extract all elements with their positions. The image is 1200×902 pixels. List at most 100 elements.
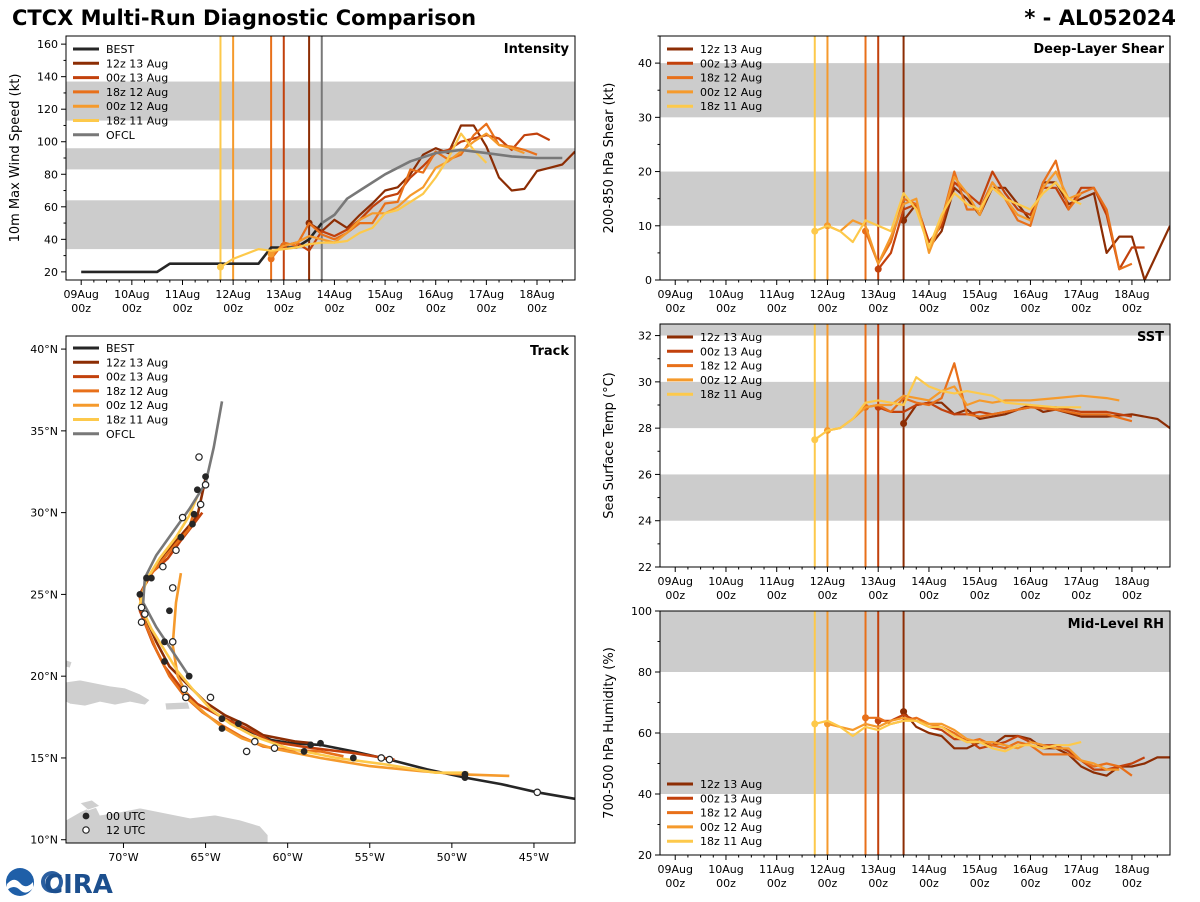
track-marker-12utc: [201, 481, 210, 489]
track-line-00z-12-aug: [171, 572, 510, 778]
panel-rh: 2040608010009Aug00z10Aug00z11Aug00z12Aug…: [602, 605, 1171, 890]
rh-series-line-18z-11-aug: [814, 719, 1082, 753]
intensity-xtick-sublabel: 00z: [223, 302, 243, 315]
track-xtick-label: 60°W: [272, 851, 302, 864]
track-marker-00utc: [143, 574, 150, 582]
rh-legend-label-12z-13-aug: 12z 13 Aug: [700, 778, 762, 791]
sst-ytick-label: 28: [638, 422, 652, 435]
sst-ytick-label: 22: [638, 561, 652, 574]
intensity-xtick-label: 12Aug: [215, 288, 250, 301]
intensity-xtick-label: 09Aug: [63, 288, 98, 301]
track-ytick-label: 10°N: [30, 834, 58, 847]
sst-xtick-label: 17Aug: [1063, 575, 1098, 588]
track-marker-12utc: [533, 788, 542, 797]
rh-xtick-sublabel: 00z: [868, 877, 888, 890]
rh-plot-area: [660, 611, 1170, 855]
track-marker-12utc: [137, 603, 146, 612]
sst-xtick-sublabel: 00z: [1122, 589, 1142, 602]
intensity-legend-label-18z-11-aug: 18z 11 Aug: [106, 115, 168, 128]
track-marker-00utc: [161, 638, 168, 646]
intensity-ytick-label: 100: [37, 136, 58, 149]
shear-xtick-label: 09Aug: [657, 288, 692, 301]
rh-xtick-label: 18Aug: [1114, 863, 1149, 876]
track-marker-00utc: [177, 533, 185, 541]
sst-xtick-sublabel: 00z: [970, 589, 990, 602]
cira-logo: CIRA: [41, 870, 113, 900]
shear-xtick-label: 10Aug: [708, 288, 743, 301]
shear-xtick-label: 13Aug: [860, 288, 895, 301]
track-marker-00utc: [161, 658, 168, 665]
shear-xtick-sublabel: 00z: [1021, 302, 1041, 315]
sst-series-line-18z-12-aug: [865, 362, 1133, 423]
shear-xtick-label: 11Aug: [759, 288, 794, 301]
rh-series-start-marker-12z-13-aug: [900, 708, 908, 716]
sst-series-start-marker-12z-13-aug: [900, 420, 908, 428]
shear-xtick-label: 17Aug: [1063, 288, 1098, 301]
rh-legend-label-00z-12-aug: 00z 12 Aug: [700, 821, 762, 834]
shear-frame: [659, 35, 1171, 281]
shear-xtick-sublabel: 00z: [919, 302, 939, 315]
track-marker-00utc: [189, 520, 196, 528]
cira-logo-text: CIRA: [44, 870, 113, 898]
track-ytick-label: 30°N: [30, 507, 58, 520]
sst-series-line-00z-13-aug: [877, 401, 1133, 418]
shear-series-line-18z-11-aug: [814, 181, 1082, 249]
shear-xtick-label: 14Aug: [911, 288, 946, 301]
track-marker-12utc: [137, 618, 146, 627]
shear-xtick-label: 18Aug: [1114, 288, 1149, 301]
sst-plot-area: [660, 324, 1170, 567]
sst-xtick-label: 18Aug: [1114, 575, 1149, 588]
sst-ytick-label: 32: [638, 330, 652, 343]
intensity-ytick-label: 20: [44, 266, 58, 279]
track-marker-12utc: [377, 754, 386, 762]
shear-xtick-sublabel: 00z: [1071, 302, 1091, 315]
intensity-series-start-marker-00z-12-aug: [267, 250, 275, 258]
shear-plot-area: [660, 36, 1170, 280]
shear-band-1: [660, 63, 1170, 118]
track-legend-label-12z-13-aug: 12z 13 Aug: [106, 356, 168, 369]
sst-xtick-sublabel: 00z: [716, 589, 736, 602]
intensity-ytick-label: 40: [44, 233, 58, 246]
track-marker-12utc: [180, 685, 189, 694]
track-legend-label-12utc: 12 UTC: [106, 824, 146, 837]
track-marker-00utc: [218, 725, 226, 732]
track-marker-00utc: [307, 741, 315, 749]
rh-xtick-sublabel: 00z: [970, 877, 990, 890]
rh-xtick-label: 10Aug: [708, 863, 743, 876]
track-marker-12utc: [182, 693, 190, 702]
intensity-xtick-sublabel: 00z: [325, 302, 345, 315]
rh-xtick-label: 11Aug: [759, 863, 794, 876]
intensity-legend-label-best: BEST: [106, 43, 134, 56]
shear-ytick-label: 10: [638, 220, 652, 233]
intensity-xtick-sublabel: 00z: [71, 302, 91, 315]
track-ytick-label: 35°N: [30, 425, 58, 438]
intensity-ytick-label: 160: [37, 38, 58, 51]
rh-xtick-sublabel: 00z: [1122, 877, 1142, 890]
rh-ytick-label: 60: [638, 727, 652, 740]
track-ytick-label: 40°N: [30, 343, 58, 356]
panel-intensity: 2040608010012014016009Aug00z10Aug00z11Au…: [8, 35, 576, 315]
sst-legend-label-18z-11-aug: 18z 11 Aug: [700, 388, 762, 401]
shear-xtick-sublabel: 00z: [970, 302, 990, 315]
rh-xtick-sublabel: 00z: [818, 877, 838, 890]
track-marker-12utc: [196, 500, 205, 509]
track-marker-12utc: [385, 755, 394, 764]
track-line-18z-11-aug: [138, 495, 469, 775]
sst-legend-label-00z-13-aug: 00z 13 Aug: [700, 345, 762, 358]
track-marker-12utc: [141, 610, 149, 618]
rh-xtick-sublabel: 00z: [716, 877, 736, 890]
track-marker-12utc: [242, 747, 251, 756]
intensity-xtick-sublabel: 00z: [122, 302, 142, 315]
track-marker-00utc: [166, 607, 173, 615]
sst-band-2: [660, 324, 1170, 336]
intensity-xtick-sublabel: 00z: [527, 302, 547, 315]
rh-band-1: [660, 611, 1170, 672]
track-marker-00utc: [461, 770, 469, 778]
logos: CIRA: [4, 866, 114, 900]
track-legend-label-best: BEST: [106, 342, 134, 355]
south-america-land: [66, 804, 269, 843]
sst-ytick-label: 24: [638, 515, 652, 528]
intensity-xtick-sublabel: 00z: [375, 302, 395, 315]
intensity-xtick-label: 14Aug: [317, 288, 352, 301]
sst-xtick-label: 13Aug: [860, 575, 895, 588]
